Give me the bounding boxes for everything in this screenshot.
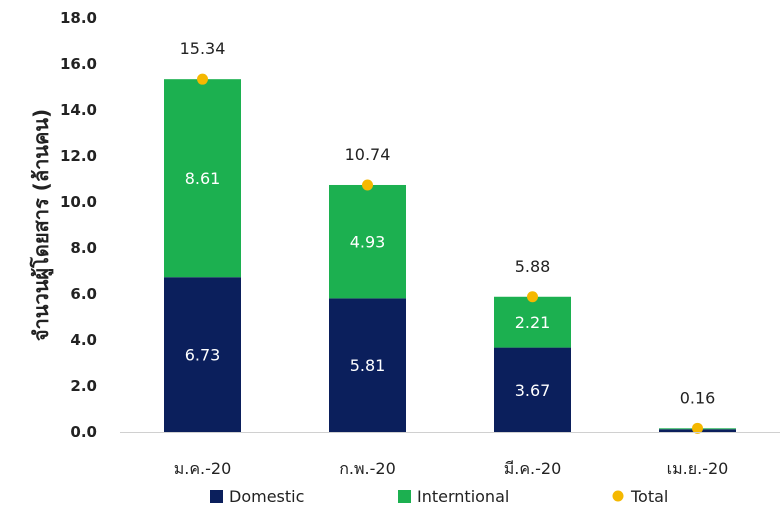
legend-label: Interntional [417,487,509,506]
legend-label: Total [630,487,668,506]
legend-item: Domestic [210,487,304,506]
legend-swatch [613,491,624,502]
total-value-label: 0.16 [680,388,716,407]
total-value-label: 5.88 [515,257,551,276]
category-label: เม.ย.-20 [667,459,729,478]
category-labels: ม.ค.-20 ก.พ.-20 มี.ค.-20 เม.ย.-20 [174,459,729,478]
legend-label: Domestic [229,487,304,506]
y-tick-label: 18.0 [60,9,97,27]
y-tick-label: 12.0 [60,147,97,165]
total-marker [197,74,208,85]
total-value-label: 15.34 [180,39,226,58]
y-axis-ticks: 0.0 2.0 4.0 6.0 8.0 10.0 12.0 14.0 16.0 18.0 [60,9,97,441]
y-tick-label: 4.0 [70,331,97,349]
category-label: ม.ค.-20 [174,459,232,478]
bar-group: 5.81 4.93 10.74 [329,145,406,432]
legend-swatch [398,490,411,503]
international-value-label: 2.21 [515,313,551,332]
y-tick-label: 0.0 [70,423,97,441]
international-value-label: 8.61 [185,169,221,188]
total-value-label: 10.74 [345,145,391,164]
domestic-value-label: 5.81 [350,356,386,375]
legend-item: Total [613,487,669,506]
bar-group: 0.16 [659,388,736,434]
international-value-label: 4.93 [350,233,386,252]
y-tick-label: 8.0 [70,239,97,257]
domestic-value-label: 6.73 [185,346,221,365]
bar-group: 6.73 8.61 15.34 [164,39,241,432]
bars: 6.73 8.61 15.34 5.81 4.93 10.74 3.67 2.21 5.88 0.… [164,39,736,434]
bar-group: 3.67 2.21 5.88 [494,257,571,432]
y-tick-label: 6.0 [70,285,97,303]
domestic-value-label: 3.67 [515,381,551,400]
y-tick-label: 14.0 [60,101,97,119]
y-tick-label: 10.0 [60,193,97,211]
legend-swatch [210,490,223,503]
y-tick-label: 16.0 [60,55,97,73]
legend-item: Interntional [398,487,509,506]
y-axis-label: จำนวนผู้โดยสาร (ล้านคน) [29,109,55,341]
y-tick-label: 2.0 [70,377,97,395]
category-label: มี.ค.-20 [504,459,562,478]
category-label: ก.พ.-20 [339,459,396,478]
legend: Domestic Interntional Total [210,487,668,506]
total-marker [527,291,538,302]
total-marker [362,179,373,190]
